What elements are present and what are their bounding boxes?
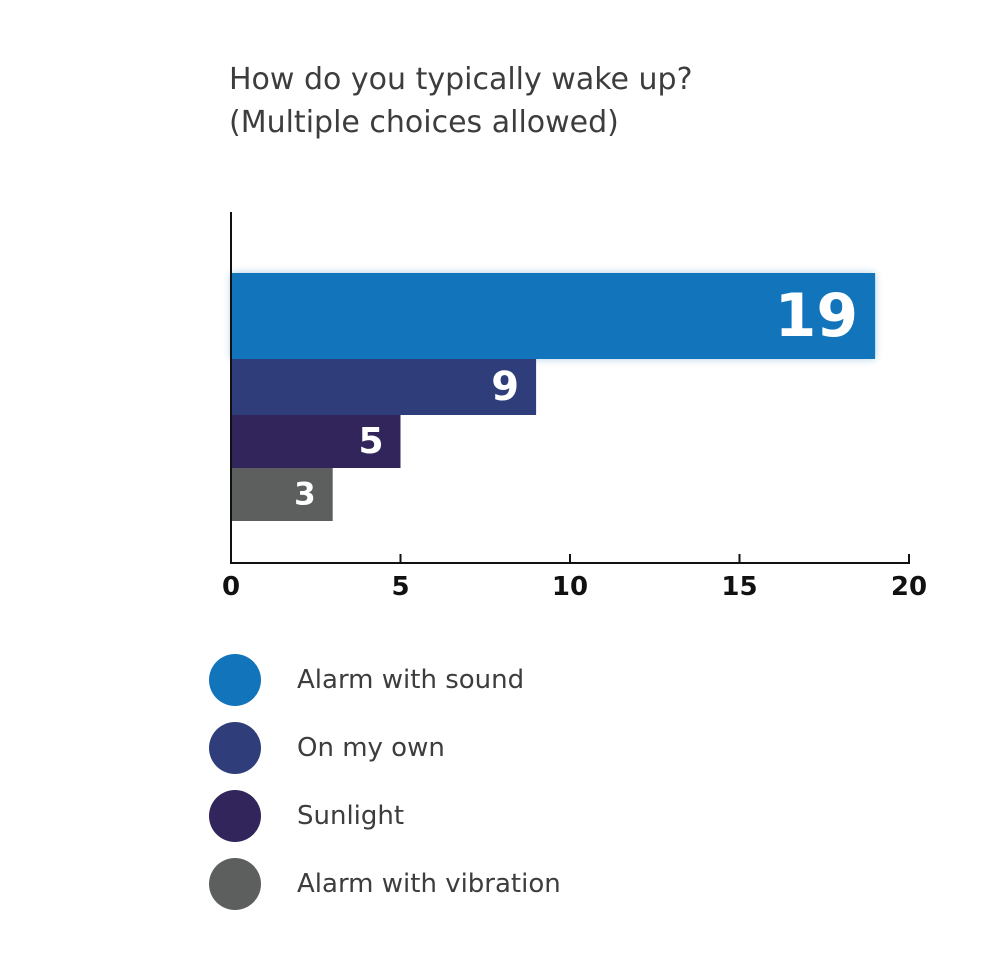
chart-title: How do you typically wake up? (Multiple …	[229, 58, 929, 144]
data-label-alarm-with-sound: 19	[775, 281, 859, 351]
bar-sunlight	[231, 415, 401, 468]
data-label-on-my-own: 9	[491, 364, 519, 410]
x-tick-label-20: 20	[891, 572, 927, 602]
x-tick-label-15: 15	[721, 572, 757, 602]
chart-title-line-2: (Multiple choices allowed)	[229, 105, 619, 140]
legend-swatch-on-my-own	[209, 722, 261, 774]
legend: Alarm with sound On my own Sunlight Alar…	[209, 654, 561, 926]
x-tick-label-5: 5	[391, 572, 409, 602]
x-tick-label-0: 0	[222, 572, 240, 602]
bars-layer: 19 9 5 3	[231, 273, 876, 521]
legend-item-on-my-own: On my own	[209, 722, 561, 774]
legend-item-alarm-with-vibration: Alarm with vibration	[209, 858, 561, 910]
bar-on-my-own	[231, 359, 537, 415]
legend-item-sunlight: Sunlight	[209, 790, 561, 842]
data-label-sunlight: 5	[358, 421, 383, 462]
legend-swatch-sunlight	[209, 790, 261, 842]
legend-label-sunlight: Sunlight	[297, 801, 405, 831]
chart-title-line-1: How do you typically wake up?	[229, 62, 693, 97]
legend-label-on-my-own: On my own	[297, 733, 445, 763]
legend-label-alarm-with-vibration: Alarm with vibration	[297, 869, 561, 899]
legend-swatch-alarm-with-sound	[209, 654, 261, 706]
x-tick-label-10: 10	[552, 572, 588, 602]
bar-alarm-with-vibration	[231, 468, 333, 521]
legend-swatch-alarm-with-vibration	[209, 858, 261, 910]
legend-item-alarm-with-sound: Alarm with sound	[209, 654, 561, 706]
data-label-alarm-with-vibration: 3	[294, 477, 316, 513]
axes: 0 5 10 15 20	[222, 212, 927, 602]
bar-alarm-with-sound	[231, 273, 876, 359]
legend-label-alarm-with-sound: Alarm with sound	[297, 665, 525, 695]
